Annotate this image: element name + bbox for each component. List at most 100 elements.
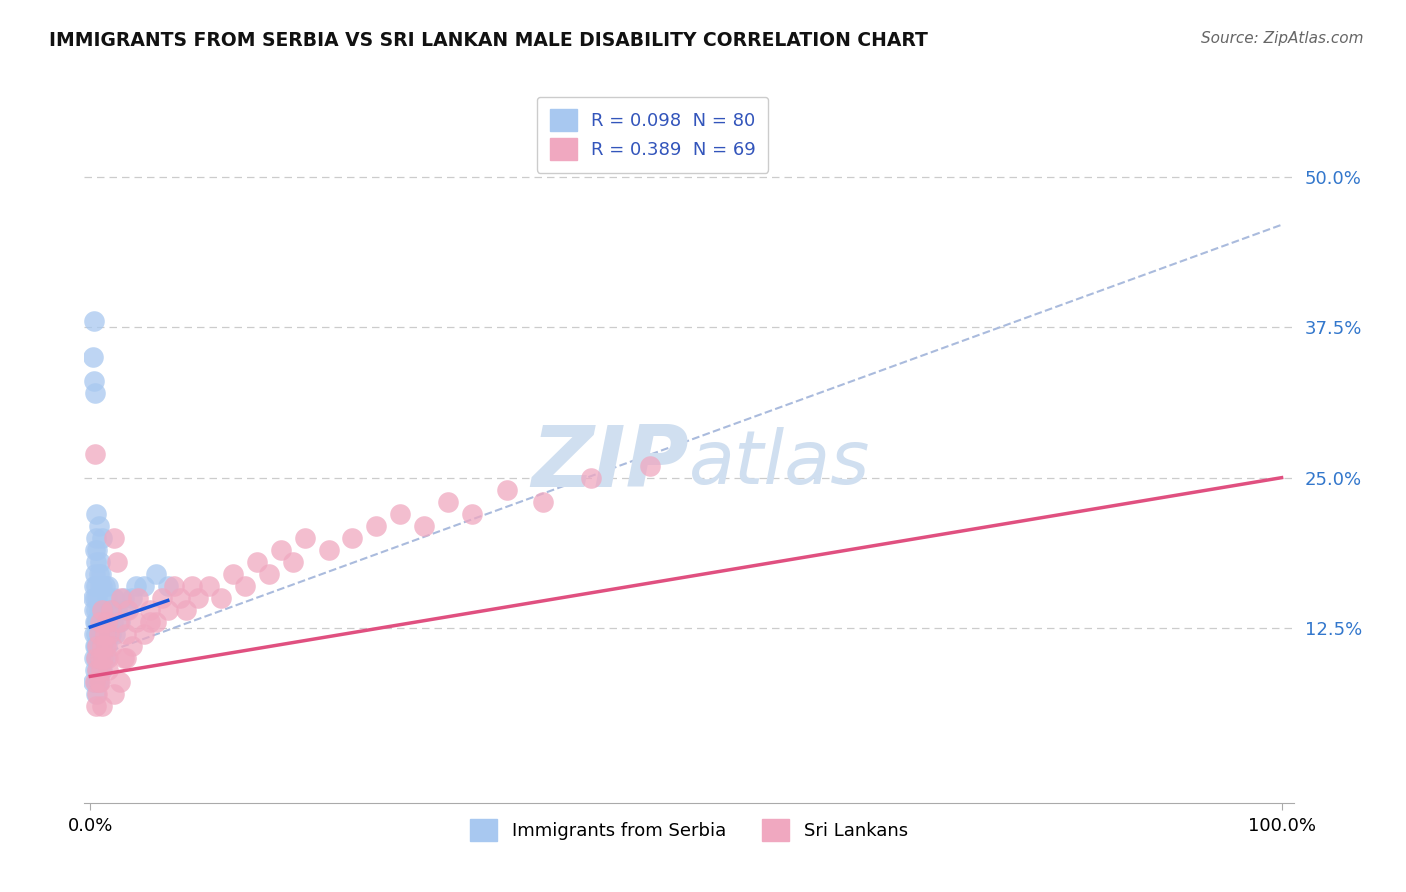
Point — [318, 542, 340, 557]
Point — [83, 603, 105, 617]
Point — [97, 664, 120, 678]
Point — [91, 639, 114, 653]
Point — [86, 591, 108, 606]
Point — [121, 591, 143, 606]
Point — [233, 579, 256, 593]
Point — [89, 664, 111, 678]
Point — [91, 639, 114, 653]
Point — [91, 531, 114, 545]
Point — [82, 675, 104, 690]
Point — [86, 542, 108, 557]
Point — [342, 531, 364, 545]
Point — [496, 483, 519, 497]
Point — [84, 651, 107, 665]
Point — [389, 507, 412, 521]
Point — [93, 627, 115, 641]
Point — [169, 591, 191, 606]
Point — [198, 579, 221, 593]
Point — [84, 664, 107, 678]
Point — [89, 651, 111, 665]
Point — [84, 591, 107, 606]
Point — [84, 687, 107, 701]
Point — [108, 615, 131, 630]
Point — [139, 615, 162, 630]
Point — [84, 639, 107, 653]
Point — [90, 651, 112, 665]
Point — [366, 518, 388, 533]
Point — [156, 579, 179, 593]
Point — [83, 651, 105, 665]
Point — [89, 615, 111, 630]
Point — [98, 615, 121, 630]
Point — [115, 603, 138, 617]
Point — [84, 542, 107, 557]
Point — [86, 675, 108, 690]
Point — [96, 639, 118, 653]
Point — [90, 567, 112, 582]
Point — [132, 579, 155, 593]
Point — [87, 567, 110, 582]
Point — [145, 615, 167, 630]
Point — [100, 627, 122, 641]
Point — [84, 507, 107, 521]
Point — [86, 687, 108, 701]
Point — [638, 458, 661, 473]
Point — [93, 603, 115, 617]
Point — [89, 555, 111, 569]
Point — [87, 627, 110, 641]
Point — [86, 651, 108, 665]
Point — [94, 603, 117, 617]
Point — [90, 664, 112, 678]
Point — [270, 542, 292, 557]
Point — [86, 664, 108, 678]
Point — [91, 579, 114, 593]
Point — [93, 615, 115, 630]
Point — [103, 687, 125, 701]
Text: atlas: atlas — [689, 427, 870, 500]
Point — [84, 386, 107, 401]
Point — [121, 639, 143, 653]
Point — [163, 579, 186, 593]
Point — [257, 567, 280, 582]
Point — [100, 639, 122, 653]
Point — [101, 615, 124, 630]
Point — [108, 675, 131, 690]
Text: ZIP: ZIP — [531, 422, 689, 505]
Point — [86, 615, 108, 630]
Point — [86, 664, 108, 678]
Point — [84, 627, 107, 641]
Point — [91, 603, 114, 617]
Point — [84, 603, 107, 617]
Point — [83, 314, 105, 328]
Point — [531, 494, 554, 508]
Point — [91, 664, 114, 678]
Point — [94, 639, 117, 653]
Point — [97, 579, 120, 593]
Point — [84, 675, 107, 690]
Point — [93, 651, 115, 665]
Point — [246, 555, 269, 569]
Point — [84, 531, 107, 545]
Point — [105, 603, 128, 617]
Point — [579, 470, 602, 484]
Point — [84, 555, 107, 569]
Point — [97, 627, 120, 641]
Point — [86, 639, 108, 653]
Point — [89, 639, 111, 653]
Point — [132, 627, 155, 641]
Point — [108, 615, 131, 630]
Point — [150, 591, 173, 606]
Point — [93, 639, 115, 653]
Point — [110, 591, 132, 606]
Point — [84, 567, 107, 582]
Point — [84, 675, 107, 690]
Point — [145, 567, 167, 582]
Point — [180, 579, 202, 593]
Point — [103, 531, 125, 545]
Point — [112, 591, 135, 606]
Point — [105, 555, 128, 569]
Point — [93, 651, 115, 665]
Point — [84, 699, 107, 714]
Point — [209, 591, 232, 606]
Point — [460, 507, 482, 521]
